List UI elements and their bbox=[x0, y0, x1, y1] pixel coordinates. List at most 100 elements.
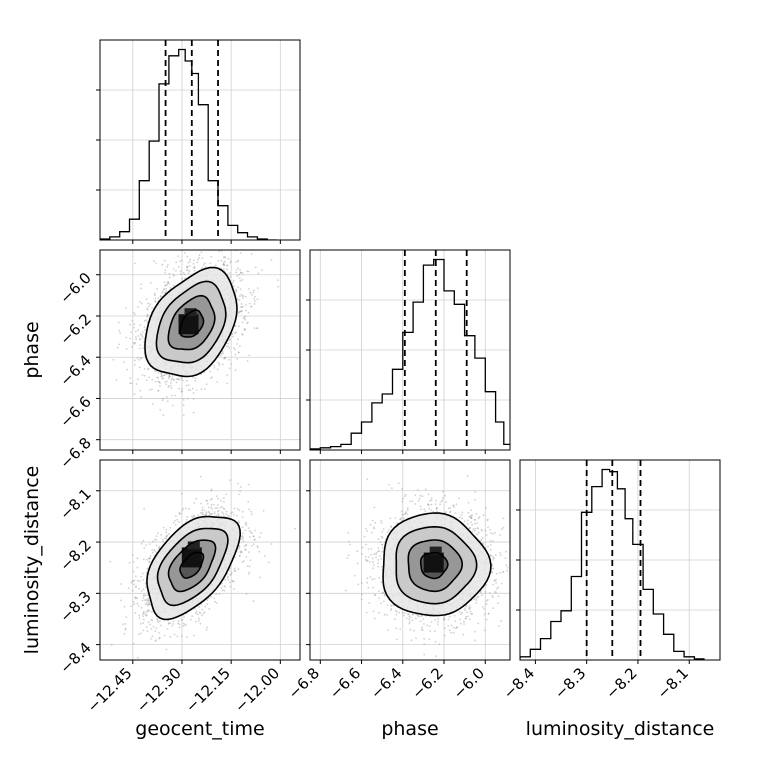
sample-point bbox=[178, 626, 181, 629]
sample-point bbox=[175, 261, 178, 264]
sample-point bbox=[168, 375, 171, 378]
sample-point bbox=[228, 347, 231, 349]
sample-point bbox=[239, 310, 242, 313]
sample-point bbox=[199, 622, 202, 625]
sample-point bbox=[253, 327, 256, 330]
sample-point bbox=[254, 538, 256, 541]
sample-point bbox=[224, 357, 227, 359]
sample-point bbox=[223, 500, 225, 503]
sample-point bbox=[166, 400, 169, 403]
sample-point bbox=[134, 336, 137, 338]
sample-point bbox=[253, 298, 255, 300]
sample-point bbox=[196, 261, 199, 264]
sample-point bbox=[132, 560, 135, 563]
sample-point bbox=[210, 595, 213, 598]
sample-point bbox=[155, 535, 158, 537]
sample-point bbox=[251, 513, 253, 516]
sample-point bbox=[157, 621, 160, 623]
sample-point bbox=[146, 558, 148, 561]
sample-point bbox=[192, 514, 195, 517]
sample-point bbox=[141, 331, 144, 333]
sample-point bbox=[150, 638, 152, 640]
sample-point bbox=[171, 404, 174, 407]
sample-point bbox=[239, 252, 242, 255]
sample-point bbox=[241, 321, 244, 324]
sample-point bbox=[230, 512, 232, 515]
sample-point bbox=[209, 370, 212, 373]
sample-point bbox=[200, 502, 202, 505]
sample-point bbox=[177, 378, 180, 381]
sample-point bbox=[221, 363, 224, 366]
sample-point bbox=[244, 548, 247, 551]
sample-point bbox=[142, 347, 145, 350]
sample-point bbox=[197, 514, 200, 516]
sample-point bbox=[155, 262, 157, 265]
sample-point bbox=[256, 327, 259, 330]
sample-point bbox=[191, 615, 194, 617]
sample-point bbox=[254, 266, 257, 269]
sample-point bbox=[236, 507, 239, 510]
sample-point bbox=[181, 388, 183, 391]
sample-point bbox=[238, 277, 241, 279]
sample-point bbox=[200, 603, 203, 606]
sample-point bbox=[254, 300, 256, 302]
sample-point bbox=[200, 511, 202, 514]
sample-point bbox=[221, 350, 224, 353]
sample-point bbox=[227, 576, 229, 578]
sample-point bbox=[213, 367, 216, 369]
sample-point bbox=[221, 353, 223, 355]
sample-point bbox=[148, 560, 151, 563]
sample-point bbox=[243, 545, 246, 548]
sample-point bbox=[248, 536, 251, 538]
sample-point bbox=[241, 272, 244, 274]
sample-point bbox=[133, 323, 136, 326]
sample-point bbox=[185, 518, 188, 521]
sample-point bbox=[186, 379, 188, 382]
sample-point bbox=[160, 375, 163, 378]
sample-point bbox=[145, 614, 148, 617]
sample-point bbox=[165, 373, 168, 376]
density-layer bbox=[112, 250, 280, 416]
sample-point bbox=[162, 377, 165, 380]
sample-point bbox=[250, 510, 253, 513]
sample-point bbox=[154, 550, 157, 553]
contour-line bbox=[144, 266, 238, 378]
sample-point bbox=[188, 508, 190, 510]
sample-point bbox=[168, 282, 171, 285]
sample-point bbox=[238, 345, 241, 347]
sample-point bbox=[180, 512, 183, 515]
sample-point bbox=[156, 618, 159, 621]
sample-point bbox=[227, 342, 230, 345]
contour-line bbox=[179, 309, 205, 338]
sample-point bbox=[168, 276, 171, 279]
sample-point bbox=[226, 264, 229, 267]
sample-point bbox=[231, 281, 234, 284]
sample-point bbox=[170, 384, 172, 387]
sample-point bbox=[140, 334, 143, 337]
sample-point bbox=[223, 357, 226, 360]
sample-point bbox=[154, 538, 156, 541]
sample-point bbox=[250, 305, 253, 308]
sample-point bbox=[133, 603, 136, 606]
sample-point bbox=[132, 600, 135, 603]
sample-point bbox=[245, 593, 248, 595]
y-tick-label: −6.8 bbox=[56, 434, 94, 472]
sample-point bbox=[238, 545, 241, 548]
sample-point bbox=[132, 311, 135, 314]
sample-point bbox=[211, 497, 214, 500]
sample-point bbox=[248, 354, 251, 357]
sample-point bbox=[168, 272, 171, 275]
sample-point bbox=[146, 308, 149, 311]
sample-point bbox=[206, 502, 209, 505]
sample-point bbox=[169, 287, 172, 289]
sample-point bbox=[134, 341, 137, 344]
sample-point bbox=[257, 272, 260, 275]
sample-point bbox=[232, 580, 235, 583]
sample-point bbox=[149, 303, 152, 306]
sample-point bbox=[177, 265, 180, 268]
sample-point bbox=[180, 390, 183, 393]
sample-point bbox=[187, 261, 190, 264]
sample-point bbox=[139, 344, 142, 347]
sample-point bbox=[241, 333, 244, 335]
sample-point bbox=[143, 326, 146, 328]
